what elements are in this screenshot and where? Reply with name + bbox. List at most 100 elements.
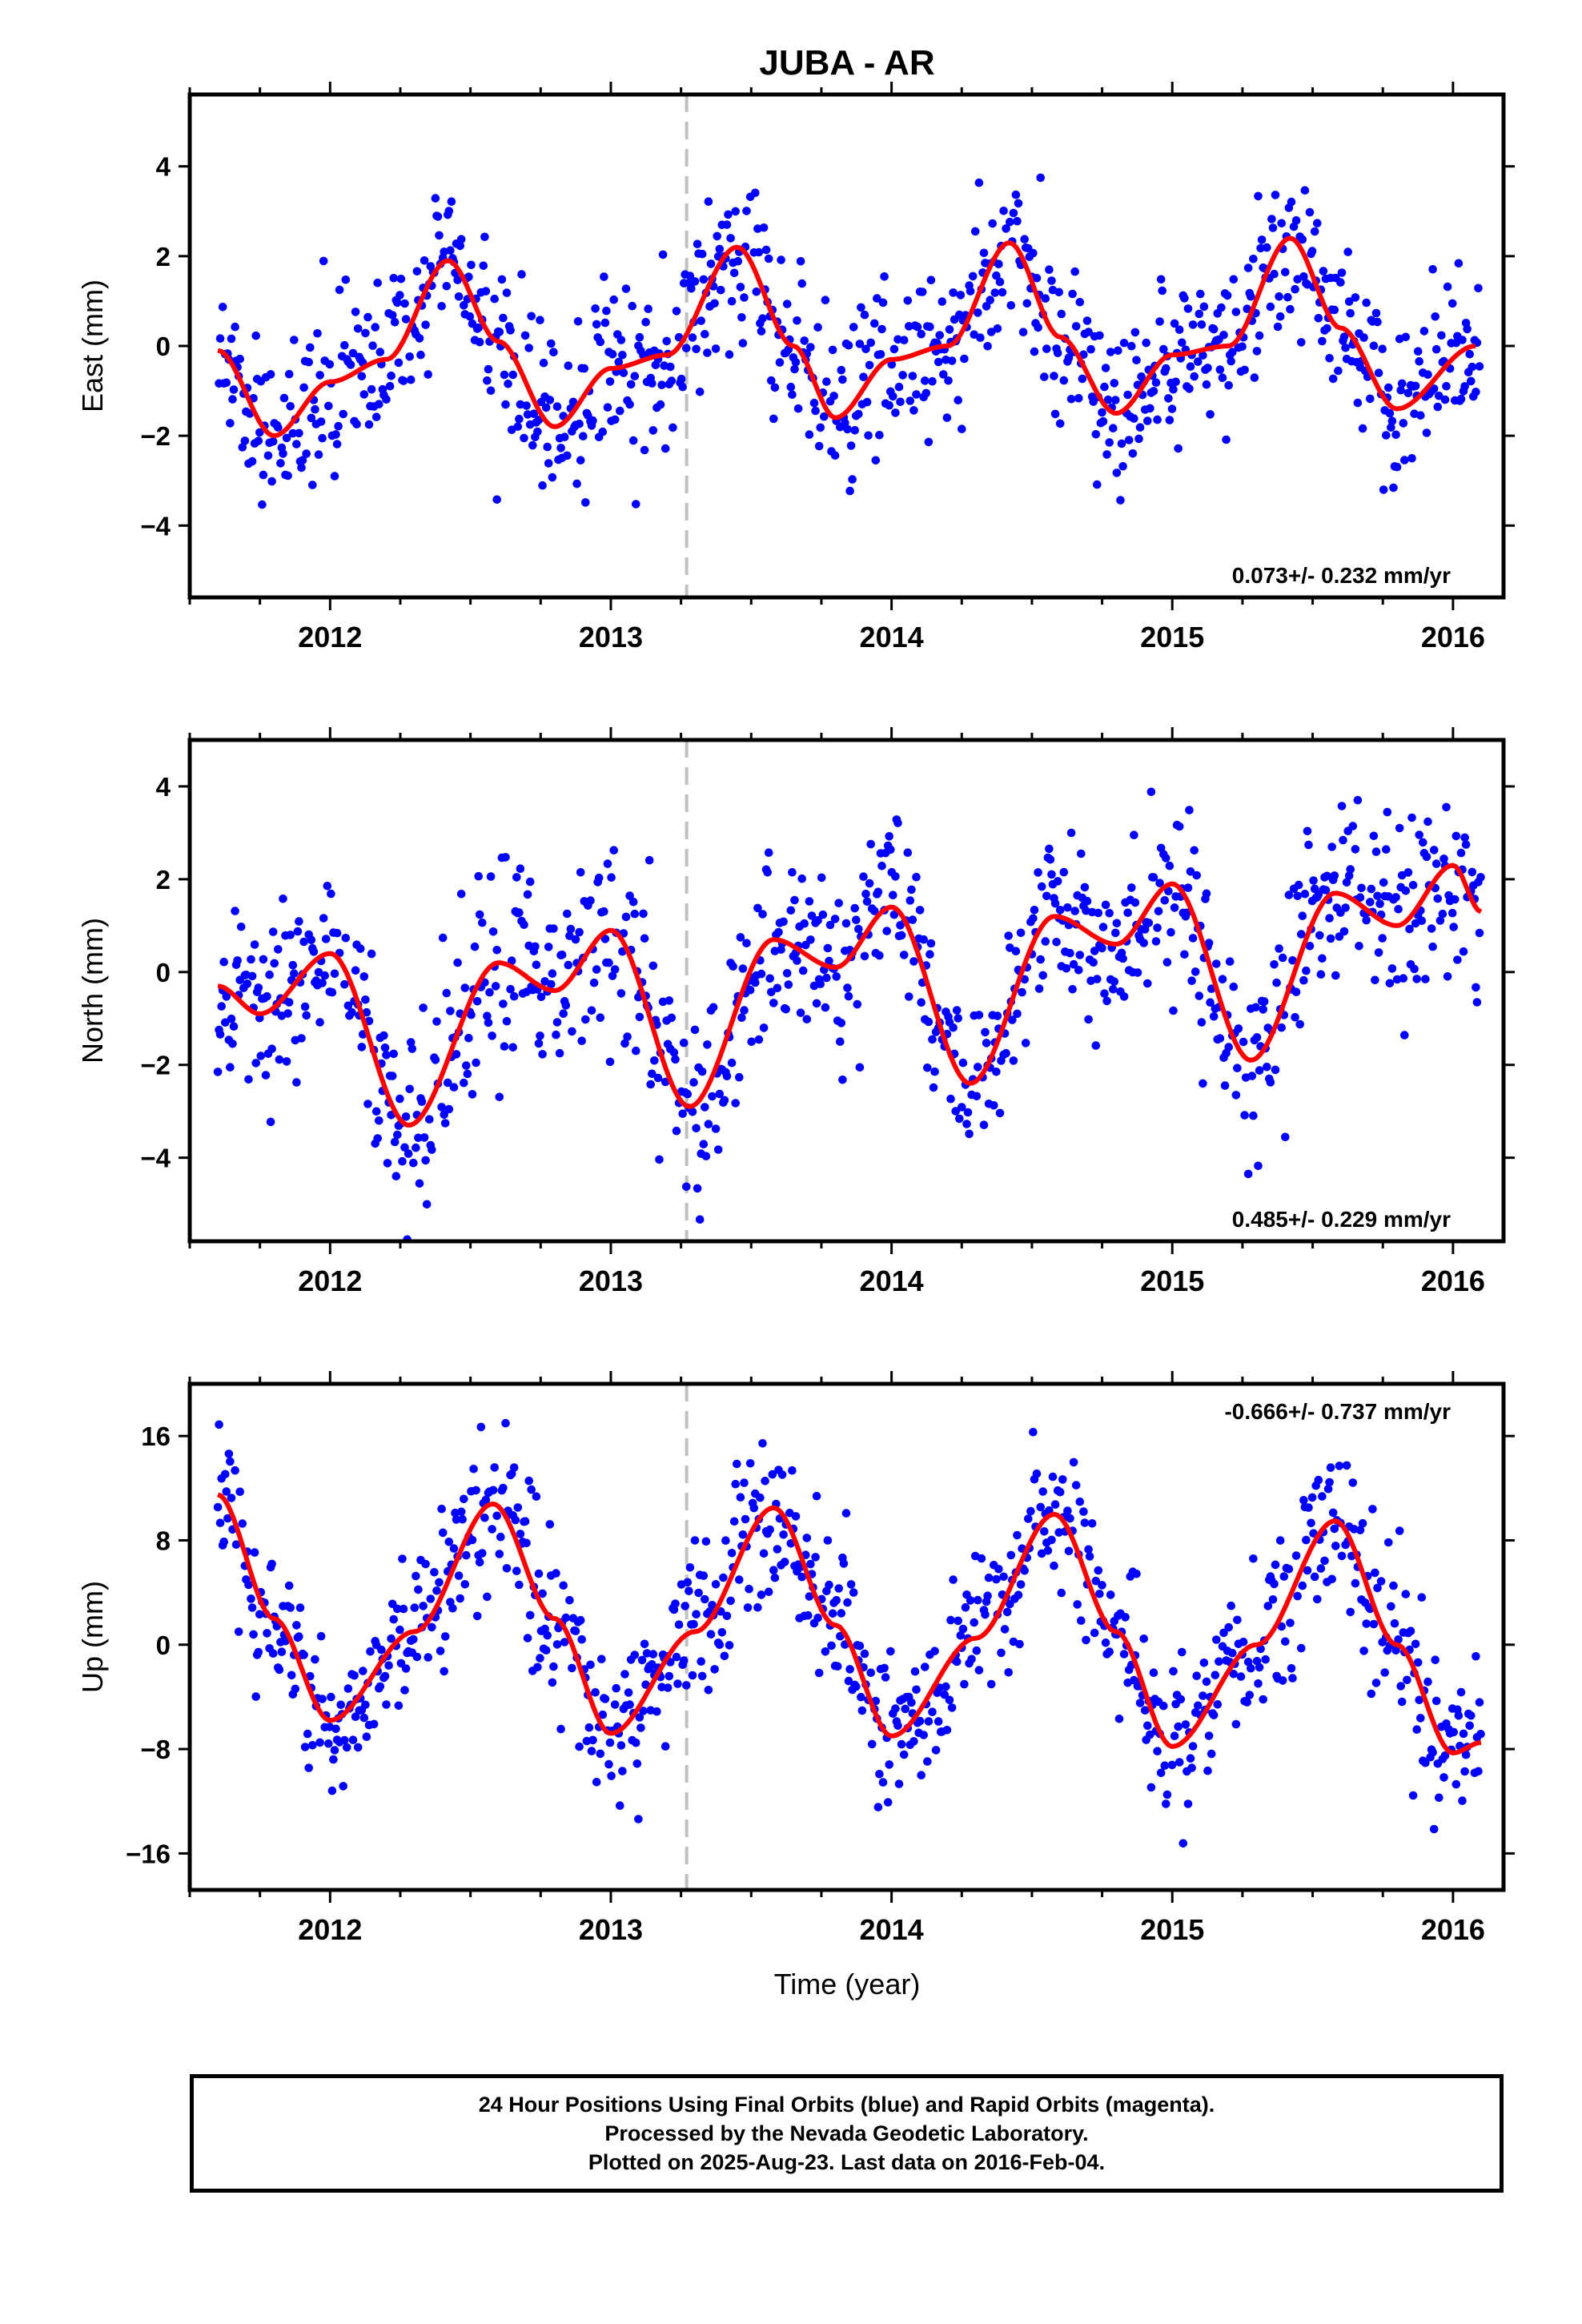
north-point (889, 891, 897, 899)
east-point (715, 244, 725, 254)
north-point (1037, 882, 1046, 891)
east-point (1392, 462, 1402, 472)
north-point (577, 1036, 586, 1045)
north-point (616, 989, 626, 998)
up-point (1303, 1566, 1312, 1575)
up-point (722, 1611, 732, 1621)
north-point (267, 1044, 276, 1053)
north-point (419, 1003, 428, 1012)
up-point (534, 1569, 544, 1578)
east-point (939, 370, 948, 379)
north-point (1229, 982, 1239, 991)
up-point (1373, 1583, 1382, 1593)
north-point (1185, 806, 1194, 814)
north-point (215, 1030, 225, 1039)
east-point (1275, 292, 1283, 301)
east-point (504, 380, 512, 388)
east-point (1443, 282, 1452, 292)
north-point (779, 917, 788, 927)
north-point (261, 1071, 271, 1080)
up-point (1367, 1689, 1376, 1699)
up-point (1014, 1590, 1023, 1599)
up-point (452, 1515, 461, 1524)
north-point (620, 1039, 629, 1048)
up-point (912, 1685, 921, 1695)
east-point (444, 207, 454, 215)
east-point (1034, 323, 1042, 332)
north-point (1011, 947, 1021, 955)
north-point (747, 1037, 756, 1047)
east-point (859, 372, 868, 382)
north-point (491, 982, 500, 991)
up-point (291, 1684, 300, 1694)
north-point (463, 1069, 472, 1079)
north-point (923, 1063, 932, 1072)
east-point (1407, 454, 1416, 463)
up-point (1245, 1691, 1255, 1699)
east-point (1032, 274, 1042, 283)
up-point (1043, 1546, 1053, 1555)
up-point (640, 1639, 649, 1649)
north-point (254, 983, 263, 992)
north-point (1183, 883, 1193, 892)
up-point (509, 1463, 519, 1472)
north-point (1233, 1063, 1242, 1072)
up-point (409, 1634, 418, 1644)
north-point (512, 873, 521, 882)
north-point (1323, 871, 1331, 881)
east-point (697, 316, 705, 325)
north-point (1119, 992, 1129, 1001)
up-point (1095, 1590, 1104, 1598)
x-axis-title: Time (year) (774, 1968, 921, 2000)
north-point (400, 1143, 409, 1152)
north-point (444, 1104, 454, 1114)
up-point (532, 1492, 541, 1501)
north-point (259, 955, 268, 964)
east-point (992, 271, 1001, 280)
north-point (672, 1126, 681, 1136)
east-point (1396, 385, 1405, 395)
north-point (834, 899, 843, 907)
up-point (834, 1584, 843, 1593)
up-point (1073, 1600, 1082, 1609)
north-point (954, 1014, 962, 1023)
up-point (634, 1815, 643, 1823)
east-point (693, 239, 702, 249)
north-point (1297, 930, 1306, 939)
east-point (1353, 398, 1363, 408)
east-point (421, 320, 430, 329)
east-point (499, 313, 508, 323)
up-point (947, 1703, 957, 1712)
north-point (592, 965, 601, 974)
east-point (761, 245, 771, 255)
x-tick-label: 2014 (860, 1913, 924, 1946)
x-tick-label: 2016 (1421, 1913, 1485, 1946)
east-point (1431, 312, 1439, 321)
up-point (377, 1645, 386, 1655)
up-point (749, 1503, 759, 1513)
east-point (353, 324, 363, 333)
east-point (603, 403, 612, 412)
up-point (1207, 1749, 1216, 1759)
north-point (442, 988, 452, 998)
up-point (1394, 1635, 1403, 1644)
north-point (1101, 900, 1110, 910)
east-point (235, 354, 245, 364)
up-point (438, 1528, 448, 1538)
up-point (533, 1663, 542, 1672)
up-point (618, 1767, 627, 1775)
north-point (1215, 1034, 1225, 1043)
up-point (909, 1737, 918, 1746)
east-point (306, 343, 315, 352)
x-tick-label: 2014 (860, 621, 924, 653)
north-point (905, 896, 915, 905)
east-point (1468, 362, 1477, 372)
east-point (1095, 331, 1104, 340)
north-point (1098, 943, 1106, 953)
up-point (448, 1604, 457, 1613)
north-point (1089, 958, 1098, 967)
east-point (1078, 374, 1087, 384)
east-point (1164, 394, 1173, 403)
y-tick-label: −2 (140, 1051, 171, 1080)
north-point (669, 1047, 679, 1057)
